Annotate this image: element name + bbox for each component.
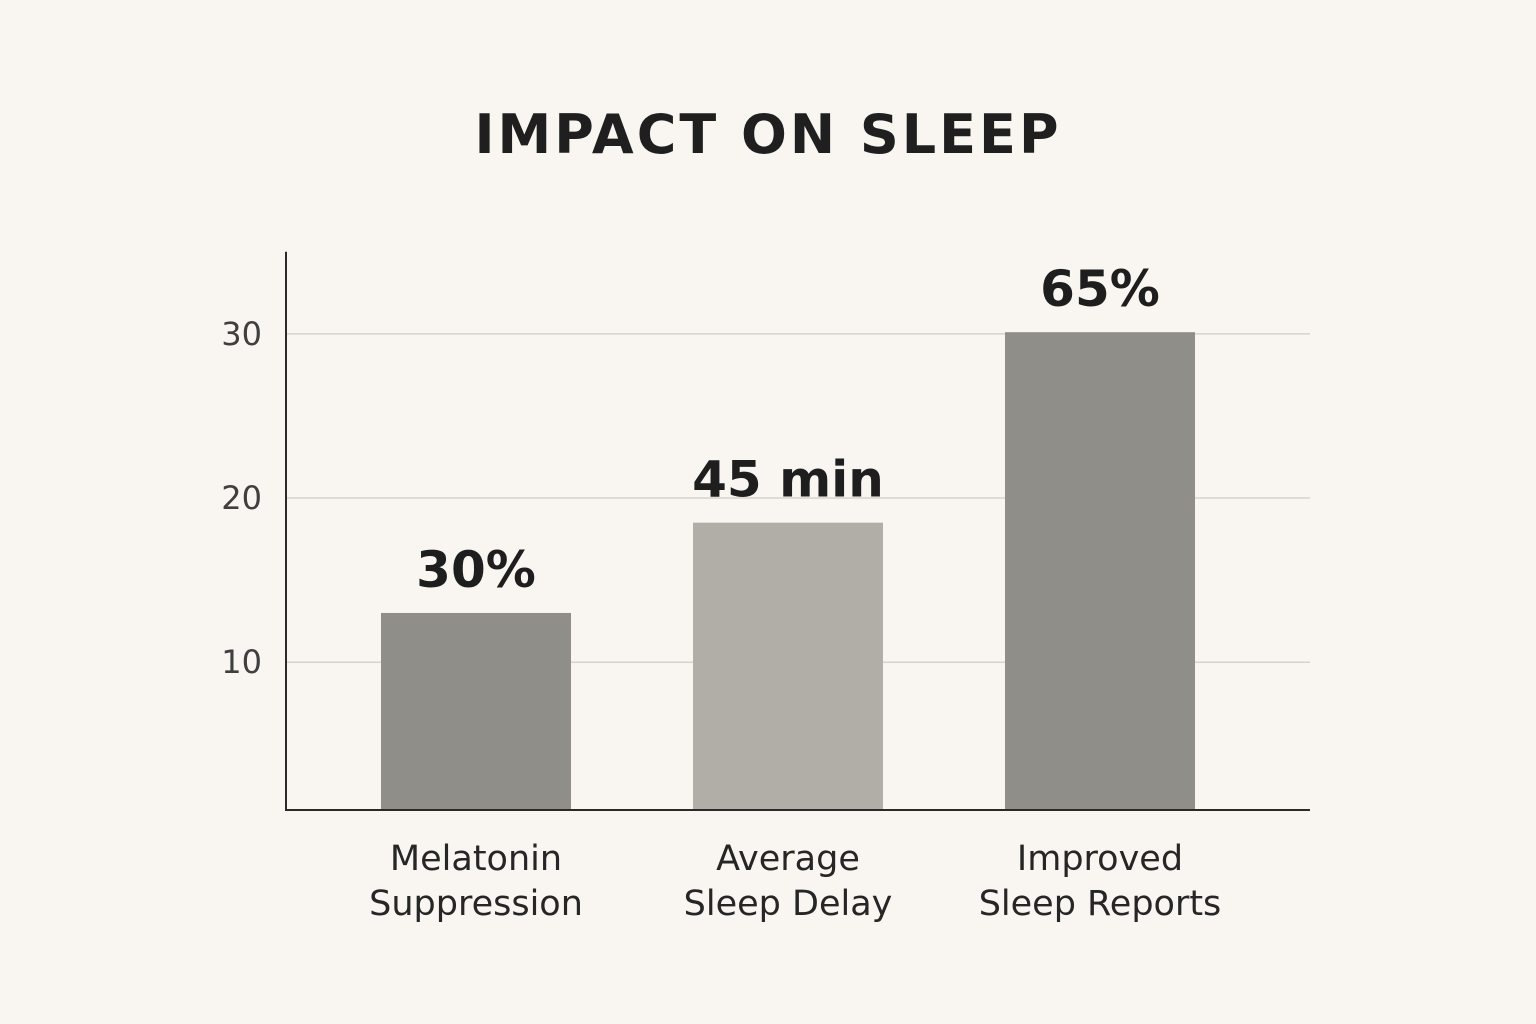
bar-value-label-2: 45 min (692, 451, 884, 509)
category-label-line: Improved (1017, 839, 1183, 879)
category-label-line: Sleep Reports (979, 884, 1222, 924)
labels: 10 20 30 30% Melatonin Suppression 45 min Avera… (221, 260, 1221, 924)
bar-value-label-3: 65% (1040, 260, 1160, 318)
bar-3 (1005, 332, 1195, 810)
bars (381, 332, 1195, 810)
category-label-2: Average Sleep Delay (684, 839, 893, 924)
category-label-line: Suppression (369, 884, 583, 924)
bar-value-label-1: 30% (416, 541, 536, 599)
y-tick-label-20: 20 (221, 479, 262, 517)
category-label-3: Improved Sleep Reports (979, 839, 1222, 924)
chart-title: IMPACT ON SLEEP (474, 103, 1062, 166)
y-tick-label-30: 30 (221, 315, 262, 353)
category-label-line: Sleep Delay (684, 884, 893, 924)
bar-2 (693, 522, 883, 810)
bar-1 (381, 612, 571, 810)
category-label-line: Average (716, 839, 860, 879)
axes (285, 251, 1310, 811)
y-tick-label-10: 10 (221, 643, 262, 681)
category-label-1: Melatonin Suppression (369, 839, 583, 924)
category-label-line: Melatonin (390, 839, 562, 879)
